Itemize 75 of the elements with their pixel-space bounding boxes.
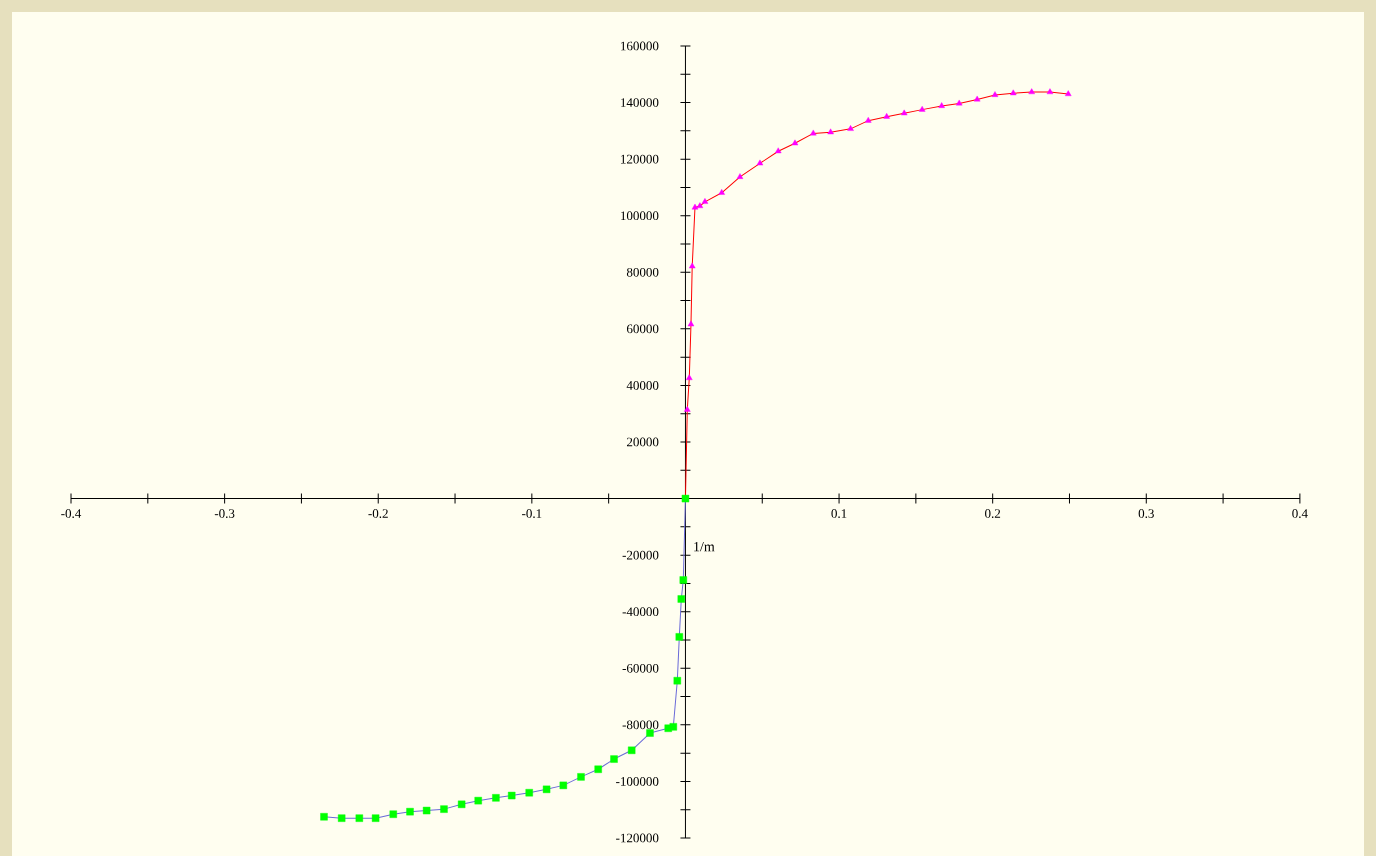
y-tick-label: 60000 xyxy=(626,324,659,334)
point xyxy=(1028,88,1035,95)
x-tick-label: 0.3 xyxy=(1138,509,1154,518)
y-tick-label: 100000 xyxy=(621,211,659,221)
point xyxy=(687,320,695,327)
y-tick-label: -20000 xyxy=(622,550,659,560)
point xyxy=(492,794,500,802)
point xyxy=(525,789,533,797)
point xyxy=(320,813,328,821)
point xyxy=(775,147,782,154)
point xyxy=(440,805,448,813)
x-tick-label: -0.1 xyxy=(522,509,542,518)
point xyxy=(973,95,981,102)
y-tick-label: 160000 xyxy=(621,41,659,51)
point xyxy=(355,814,364,822)
point xyxy=(559,781,568,790)
point xyxy=(696,202,704,209)
point xyxy=(1065,90,1072,97)
y-tick-label: 120000 xyxy=(621,154,659,164)
point xyxy=(577,773,585,781)
point xyxy=(681,494,690,503)
y-tick-label: -80000 xyxy=(622,720,659,730)
point xyxy=(827,128,834,135)
point xyxy=(422,806,431,815)
point xyxy=(791,139,799,146)
x-axis-title: 1/m xyxy=(694,541,715,552)
point xyxy=(406,807,414,816)
point xyxy=(474,796,482,805)
y-tick-label: 40000 xyxy=(626,381,659,390)
y-tick-label: 140000 xyxy=(621,98,659,107)
point xyxy=(736,173,744,179)
x-tick-label: -0.3 xyxy=(214,509,235,518)
x-tick-label: 0.4 xyxy=(1292,509,1308,518)
point xyxy=(955,99,963,106)
point xyxy=(457,800,466,809)
point xyxy=(718,189,725,195)
point xyxy=(679,576,687,584)
point xyxy=(508,791,516,800)
point xyxy=(627,746,636,754)
point xyxy=(900,109,908,116)
point xyxy=(688,262,696,269)
point xyxy=(847,125,854,131)
y-tick-label: -40000 xyxy=(622,607,659,617)
y-tick-label: 80000 xyxy=(626,267,659,277)
point xyxy=(938,102,945,108)
point xyxy=(883,113,890,119)
point xyxy=(918,105,926,112)
y-tick-label: 20000 xyxy=(626,437,659,447)
y-tick-label: -100000 xyxy=(616,777,659,786)
point xyxy=(701,198,709,204)
x-tick-label: -0.2 xyxy=(368,509,388,518)
x-tick-label: -0.4 xyxy=(61,509,82,518)
point xyxy=(664,724,672,732)
point xyxy=(865,116,872,123)
point xyxy=(1010,89,1017,96)
point xyxy=(684,406,691,412)
point xyxy=(675,633,683,641)
y-tick-label: -120000 xyxy=(616,833,659,843)
point xyxy=(991,91,999,97)
point xyxy=(686,374,693,381)
point xyxy=(756,159,764,166)
point xyxy=(610,755,618,763)
point xyxy=(810,129,817,136)
point xyxy=(594,765,602,773)
point xyxy=(389,810,397,818)
point xyxy=(1046,88,1054,95)
point xyxy=(677,595,685,603)
point xyxy=(371,814,380,822)
x-tick-label: 0.1 xyxy=(831,509,847,518)
point xyxy=(542,785,551,794)
x-tick-label: 0.2 xyxy=(985,509,1001,518)
y-tick-label: -60000 xyxy=(622,663,659,673)
point xyxy=(673,677,682,685)
point xyxy=(691,203,699,210)
point xyxy=(337,814,346,822)
